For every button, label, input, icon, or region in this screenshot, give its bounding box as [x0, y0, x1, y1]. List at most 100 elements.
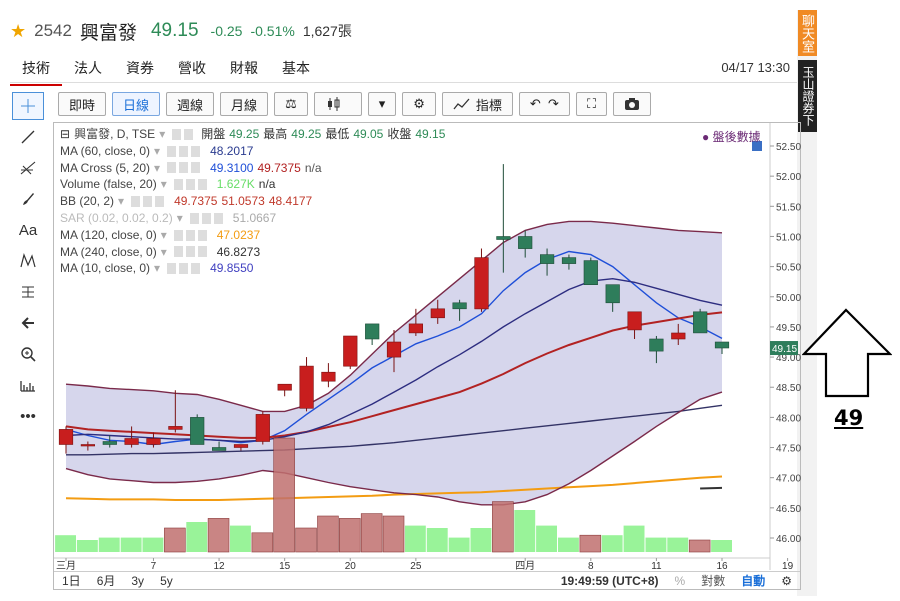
broker-order-tab[interactable]: 玉山證券下單	[784, 60, 817, 132]
volume-bar	[558, 537, 579, 552]
interval-weekly-button[interactable]: 週線	[166, 92, 215, 116]
collapse-icon[interactable]: ⊟	[60, 127, 71, 141]
volume-bar	[120, 537, 142, 552]
volume-bar	[382, 515, 405, 553]
series-line-ma-120-	[65, 475, 723, 501]
volume-bar	[360, 513, 383, 553]
volume-bar	[711, 540, 732, 552]
ruler-icon[interactable]	[12, 371, 44, 399]
legend-main-row[interactable]: ⊟ 興富發, D, TSE ▾ 開盤 49.25 最高 49.25 最低 49.…	[60, 126, 445, 143]
tab-revenue[interactable]: 營收	[178, 60, 206, 76]
settings-gear-icon[interactable]: ⚙	[402, 92, 436, 116]
volume-bar	[688, 539, 711, 553]
time-axis-label: 15	[279, 561, 291, 572]
legend-indicator-row[interactable]: BB (20, 2) ▾ 49.7375 51.0573 48.4177	[60, 193, 445, 210]
fib-tool-icon[interactable]	[12, 154, 44, 182]
legend-indicator-row[interactable]: SAR (0.02, 0.02, 0.2) ▾ 51.0667	[60, 210, 445, 227]
candle-body	[408, 323, 424, 334]
legend-indicator-row[interactable]: MA (240, close, 0) ▾ 46.8273	[60, 244, 445, 261]
stock-name: 興富發	[79, 22, 137, 44]
tab-technical[interactable]: 技術	[10, 56, 62, 86]
legend-indicator-row[interactable]: MA Cross (5, 20) ▾ 49.3100 49.7375 n/a	[60, 160, 445, 177]
undo-redo-buttons[interactable]: ↶ ↷	[518, 92, 570, 116]
interval-monthly-button[interactable]: 月線	[220, 92, 269, 116]
interval-intraday-button[interactable]: 即時	[58, 92, 107, 116]
chart-style-dropdown-icon[interactable]: ▾	[367, 92, 397, 116]
text-tool-icon[interactable]: Aa	[18, 221, 38, 239]
legend-controls[interactable]	[173, 229, 210, 241]
legend-dropdown-icon[interactable]: ▾	[160, 227, 167, 242]
legend-dropdown-icon[interactable]: ▾	[160, 244, 167, 259]
compare-button[interactable]: ⚖	[274, 92, 308, 116]
series-line-ma-20-	[65, 311, 723, 439]
legend-dropdown-icon[interactable]: ▾	[159, 127, 166, 141]
candle-body	[102, 441, 117, 445]
more-tools-icon[interactable]: •••	[20, 407, 36, 425]
price-axis-label: 49.50	[776, 323, 801, 334]
legend-indicator-label: BB (20, 2)	[60, 194, 115, 209]
legend-controls[interactable]	[189, 212, 226, 224]
legend-indicator-row[interactable]: Volume (false, 20) ▾ 1.627K n/a	[60, 176, 445, 193]
volume-bar	[645, 537, 667, 552]
legend-controls[interactable]	[131, 196, 168, 208]
legend-controls[interactable]	[167, 162, 204, 174]
after-hours-data-link[interactable]: ● 盤後數據	[702, 130, 761, 144]
legend-symbol: 興富發, D, TSE	[74, 127, 156, 141]
chart-style-button[interactable]	[313, 92, 362, 116]
trendline-tool-icon[interactable]	[12, 123, 44, 151]
legend-controls[interactable]	[173, 179, 210, 191]
price-change-pct: -0.51%	[250, 23, 295, 39]
snapshot-camera-icon[interactable]	[613, 92, 652, 116]
legend-controls[interactable]	[173, 246, 210, 258]
favorite-star-icon[interactable]: ★	[10, 20, 27, 41]
quote-header: ★ 2542 興富發 49.15 -0.25 -0.51% 1,627張	[10, 18, 352, 44]
range-1d[interactable]: 1日	[62, 574, 81, 588]
legend-controls[interactable]	[167, 263, 204, 275]
scale-settings-gear-icon[interactable]: ⚙	[781, 573, 792, 588]
indicators-icon	[453, 98, 470, 110]
legend-dropdown-icon[interactable]: ▾	[154, 160, 161, 175]
legend-indicator-row[interactable]: MA (120, close, 0) ▾ 47.0237	[60, 227, 445, 244]
brush-tool-icon[interactable]	[12, 185, 44, 213]
legend-controls[interactable]	[167, 145, 204, 157]
series-line-ma-240-	[700, 486, 723, 490]
legend-dropdown-icon[interactable]: ▾	[154, 261, 161, 276]
chat-room-tab[interactable]: 聊天室	[798, 10, 817, 56]
value-open: 49.25	[229, 127, 260, 141]
legend-indicator-value: 48.4177	[268, 194, 313, 209]
legend-dropdown-icon[interactable]: ▾	[154, 143, 161, 158]
legend-dropdown-icon[interactable]: ▾	[176, 210, 183, 225]
price-axis-label: 48.00	[776, 413, 801, 424]
fullscreen-icon[interactable]: ⛶	[575, 92, 608, 116]
label-open: 開盤	[201, 127, 226, 141]
range-6m[interactable]: 6月	[96, 574, 116, 588]
range-3y[interactable]: 3y	[131, 573, 145, 588]
tab-financials[interactable]: 財報	[230, 60, 258, 76]
tab-institutional[interactable]: 法人	[74, 60, 102, 76]
log-scale-toggle[interactable]: 對數	[701, 574, 726, 588]
volume-bar	[667, 537, 689, 552]
legend-indicator-value: 47.0237	[216, 227, 261, 242]
legend-dropdown-icon[interactable]: ▾	[160, 177, 167, 192]
time-axis-label: 11	[651, 561, 662, 572]
indicators-button[interactable]: 指標	[441, 92, 513, 116]
pattern-tool-icon[interactable]	[12, 247, 44, 275]
legend-indicator-row[interactable]: MA (60, close, 0) ▾ 48.2017	[60, 143, 445, 160]
legend-indicator-value: 49.7375	[174, 194, 218, 209]
tab-margin[interactable]: 資券	[126, 60, 154, 76]
crosshair-tool-icon[interactable]	[12, 92, 44, 120]
legend-controls[interactable]	[172, 128, 195, 140]
tab-fundamentals[interactable]: 基本	[282, 60, 310, 76]
legend-indicator-row[interactable]: MA (10, close, 0) ▾ 49.8550	[60, 260, 445, 277]
legend-dropdown-icon[interactable]: ▾	[118, 194, 125, 209]
measure-tool-icon[interactable]	[12, 278, 44, 306]
auto-scale-toggle[interactable]: 自動	[741, 574, 766, 588]
percent-scale-toggle[interactable]: %	[674, 573, 686, 588]
back-arrow-icon[interactable]	[12, 309, 44, 337]
range-5y[interactable]: 5y	[160, 573, 173, 588]
volume-bar	[404, 525, 426, 552]
candle-body	[496, 236, 511, 240]
zoom-in-icon[interactable]	[12, 340, 44, 368]
interval-daily-button[interactable]: 日線	[112, 92, 161, 116]
